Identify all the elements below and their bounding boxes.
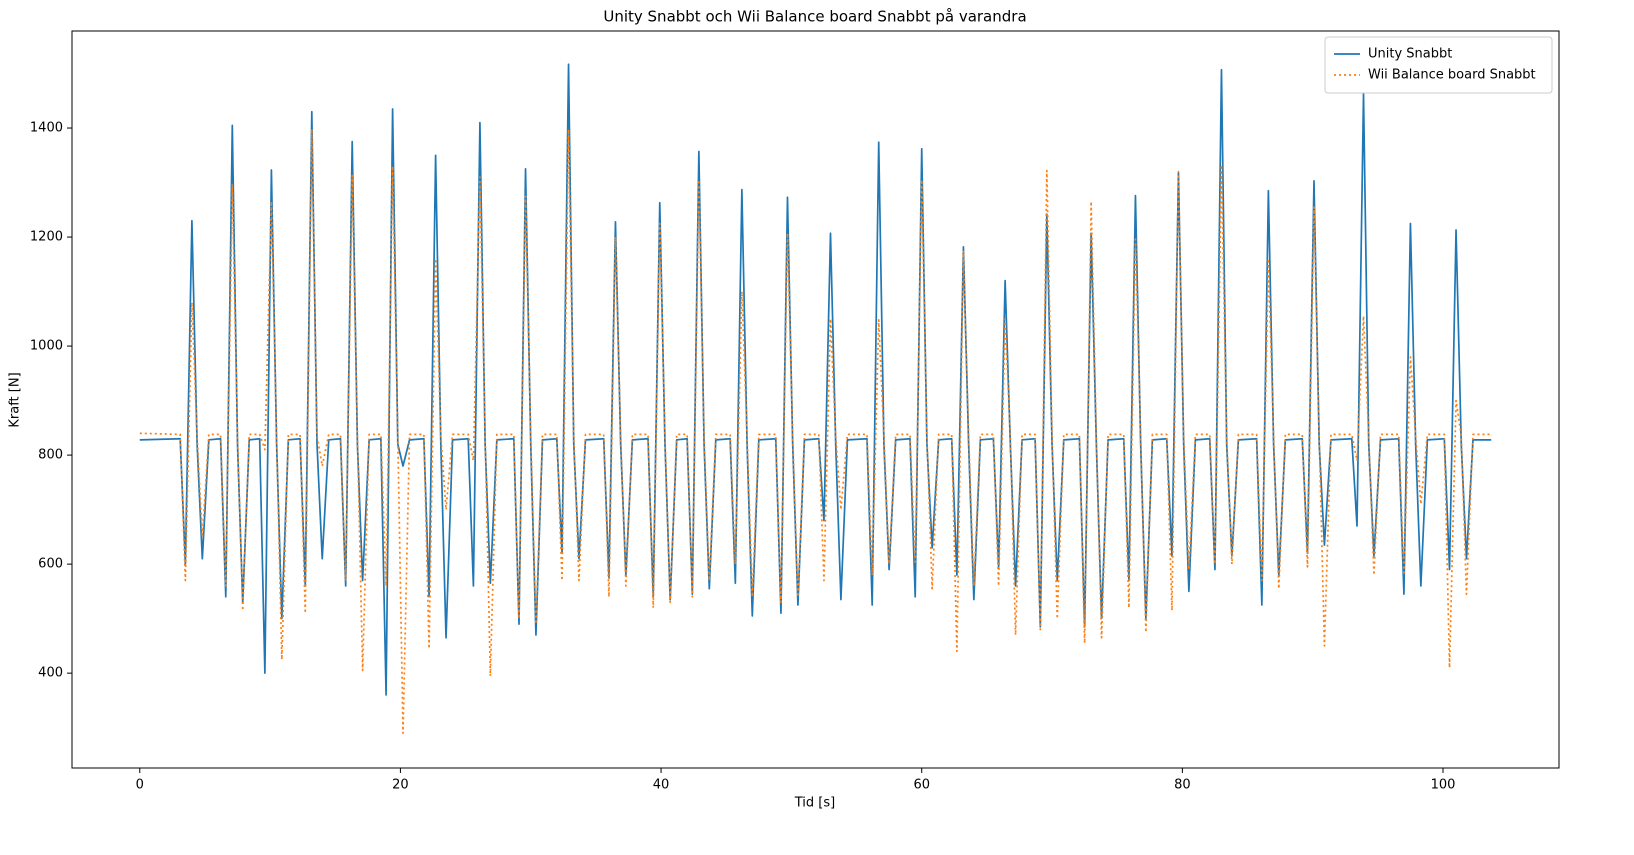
y-tick-label: 1200 (30, 230, 63, 245)
y-axis-label: Kraft [N] (8, 372, 23, 427)
y-tick-label: 600 (38, 557, 63, 572)
x-axis-label: Tid [s] (794, 796, 835, 811)
series-line (139, 63, 1492, 696)
x-tick-label: 20 (392, 778, 409, 793)
x-tick-label: 100 (1431, 778, 1456, 793)
x-tick-label: 0 (136, 778, 144, 793)
x-tick-label: 80 (1174, 778, 1191, 793)
x-tick-label: 60 (913, 778, 930, 793)
legend-label: Unity Snabbt (1368, 47, 1452, 62)
chart-title: Unity Snabbt och Wii Balance board Snabb… (603, 8, 1026, 26)
x-tick-label: 40 (653, 778, 670, 793)
y-tick-label: 400 (38, 666, 63, 681)
series-line (139, 128, 1492, 734)
y-tick-label: 800 (38, 448, 63, 463)
y-tick-label: 1000 (30, 339, 63, 354)
legend-box (1324, 36, 1553, 94)
y-tick-label: 1400 (30, 121, 63, 136)
plot-frame (71, 30, 1560, 769)
legend-label: Wii Balance board Snabbt (1368, 68, 1536, 83)
